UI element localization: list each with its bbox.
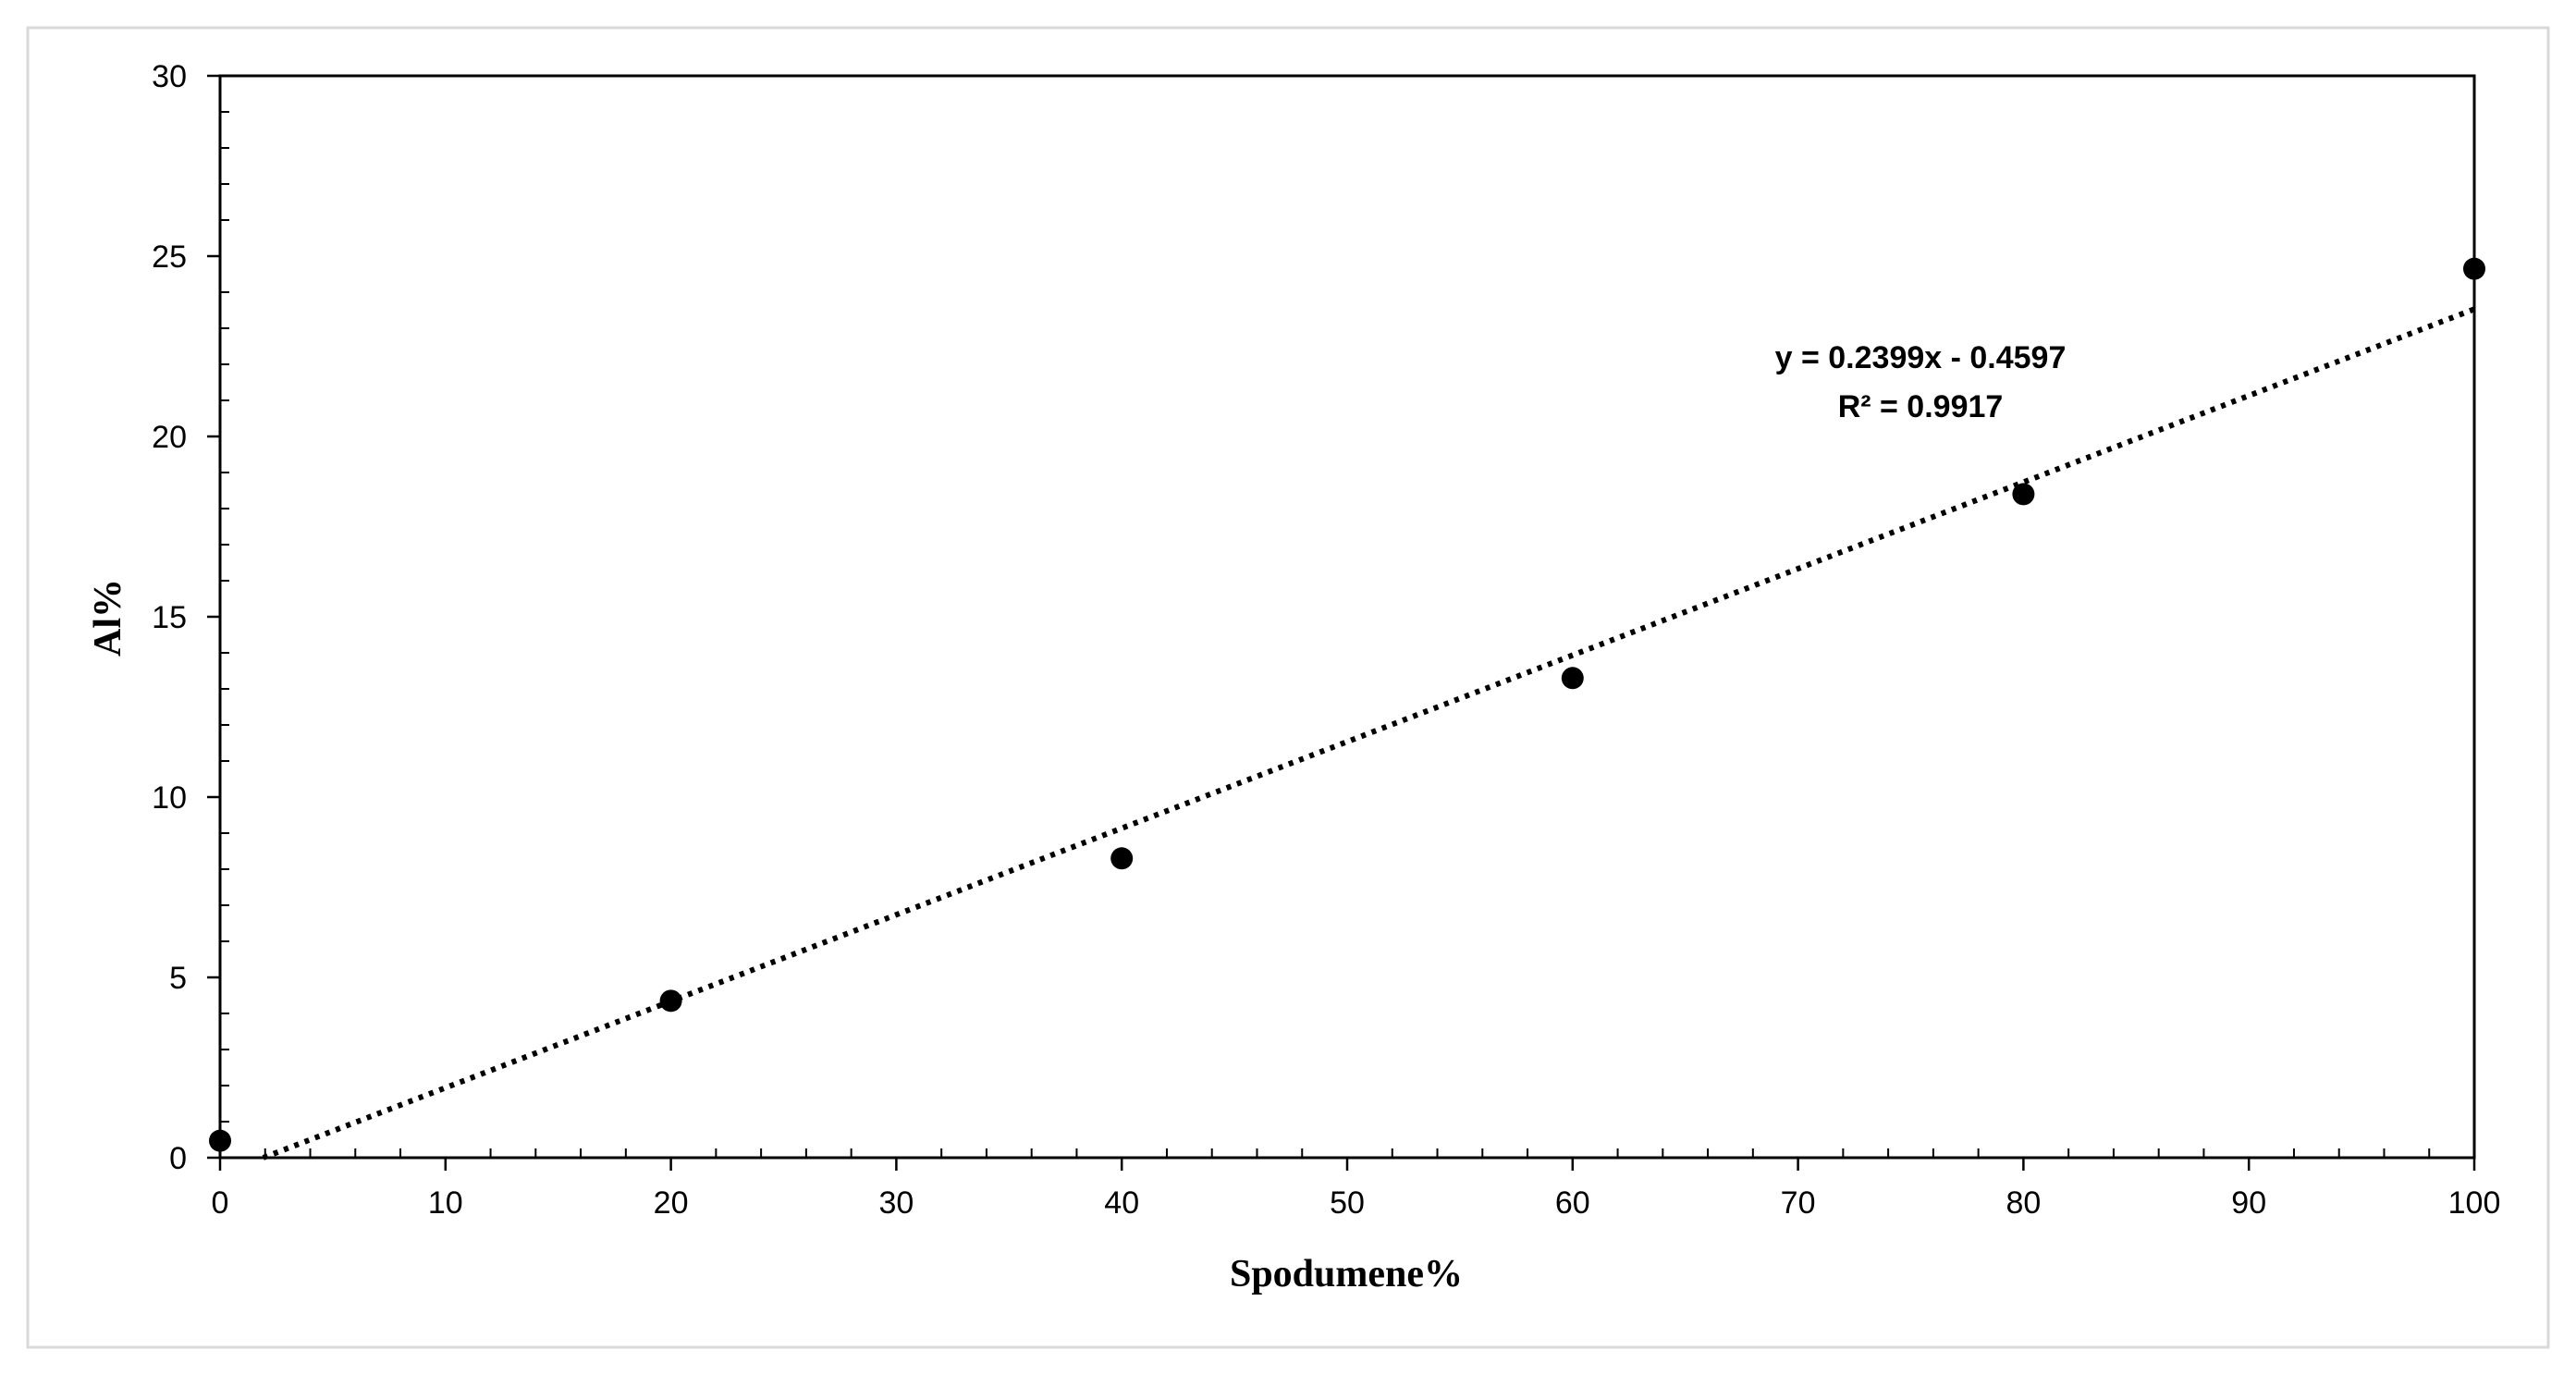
y-tick-label: 5 [169,961,187,996]
major-ticks [207,74,2476,1171]
x-tick-label: 60 [1555,1185,1590,1221]
y-tick-label: 25 [152,239,187,275]
trendline-r-squared: R² = 0.9917 [1838,389,2004,424]
y-tick-label: 30 [152,59,187,94]
data-point [209,1129,231,1152]
y-tick-label: 15 [152,600,187,635]
data-point [1561,667,1584,690]
data-point [2012,483,2035,506]
x-tick-label: 100 [2448,1185,2501,1221]
x-axis-title: Spodumene% [1230,1253,1463,1295]
x-tick-label: 40 [1104,1185,1139,1221]
x-tick-label: 30 [878,1185,914,1221]
x-tick-label: 70 [1781,1185,1816,1221]
x-tick-label: 20 [654,1185,689,1221]
x-tick-label: 10 [428,1185,463,1221]
x-tick-label: 80 [2006,1185,2041,1221]
y-tick-labels: 0 5 10 15 20 25 30 [152,59,187,1176]
y-tick-label: 0 [169,1141,187,1176]
x-tick-label: 50 [1330,1185,1365,1221]
chart-border [26,26,2550,1349]
x-tick-label: 90 [2231,1185,2266,1221]
y-tick-label: 10 [152,780,187,816]
x-tick-label: 0 [212,1185,229,1221]
trendline-equation: y = 0.2399x - 0.4597 [1775,340,2067,375]
data-point [2463,257,2485,280]
data-points [209,257,2485,1152]
data-point [659,989,682,1013]
y-tick-label: 20 [152,420,187,455]
y-axis-title: Al% [87,579,129,657]
data-point [1110,847,1134,870]
minor-ticks [220,111,2431,1158]
x-tick-labels: 0 10 20 30 40 50 60 70 80 90 100 [212,1185,2501,1221]
